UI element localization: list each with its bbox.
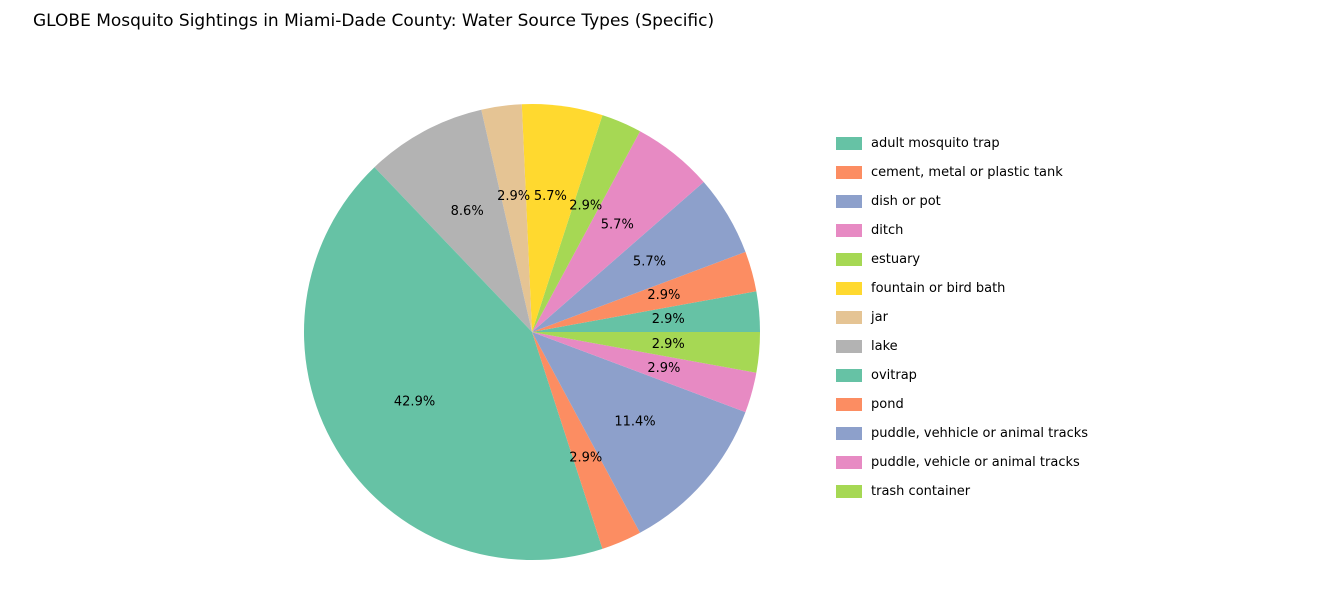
legend-item-pond: pond — [836, 390, 1088, 419]
pie-slices — [303, 104, 760, 561]
legend-swatch-jar — [836, 311, 862, 324]
legend-item-puddle-vehicle-or-animal-tracks: puddle, vehicle or animal tracks — [836, 448, 1088, 477]
legend-swatch-lake — [836, 340, 862, 353]
legend-label-jar: jar — [871, 310, 888, 325]
legend-item-lake: lake — [836, 332, 1088, 361]
pie-slice-lake — [374, 109, 532, 332]
chart-title: GLOBE Mosquito Sightings in Miami-Dade C… — [33, 11, 715, 31]
legend-item-puddle-vehhicle-or-animal-tracks: puddle, vehhicle or animal tracks — [836, 419, 1088, 448]
pie-slice-puddle-vehicle-or-animal-tracks — [532, 131, 704, 332]
pie-percent-label-estuary: 2.9% — [652, 337, 685, 352]
pie-percent-label-jar: 2.9% — [497, 189, 530, 204]
legend-swatch-dish-or-pot — [836, 195, 862, 208]
legend-swatch-pond — [836, 398, 862, 411]
legend-label-adult-mosquito-trap: adult mosquito trap — [871, 136, 1000, 151]
legend-swatch-estuary — [836, 253, 862, 266]
pie-slice-fountain-or-bird-bath — [521, 104, 603, 333]
pie-percent-label-trash-container: 2.9% — [569, 199, 602, 214]
pie-slice-puddle-vehhicle-or-animal-tracks — [532, 181, 746, 332]
pie-percent-label-cement-metal-or-plastic-tank: 2.9% — [569, 450, 602, 465]
legend-label-dish-or-pot: dish or pot — [871, 194, 941, 209]
pie-slice-trash-container — [532, 115, 641, 332]
legend: adult mosquito trap cement, metal or plas… — [836, 129, 1088, 506]
pie-percent-label-puddle-vehicle-or-animal-tracks: 5.7% — [601, 218, 634, 233]
legend-item-ditch: ditch — [836, 216, 1088, 245]
legend-label-puddle-vehhicle-or-animal-tracks: puddle, vehhicle or animal tracks — [871, 426, 1089, 441]
legend-label-estuary: estuary — [871, 252, 921, 267]
pie-percent-label-puddle-vehhicle-or-animal-tracks: 5.7% — [633, 254, 666, 269]
pie-percent-label-adult-mosquito-trap: 42.9% — [394, 395, 435, 410]
pie-slice-pond — [532, 251, 757, 332]
legend-swatch-adult-mosquito-trap — [836, 137, 862, 150]
pie-percent-label-ovitrap: 2.9% — [652, 312, 685, 327]
pie-slice-jar — [481, 104, 532, 332]
legend-label-cement-metal-or-plastic-tank: cement, metal or plastic tank — [871, 165, 1063, 180]
legend-swatch-ditch — [836, 224, 862, 237]
legend-item-estuary: estuary — [836, 245, 1088, 274]
pie-percent-label-lake: 8.6% — [451, 204, 484, 219]
pie-percent-label-ditch: 2.9% — [647, 361, 680, 376]
legend-label-pond: pond — [871, 397, 904, 412]
pie-slice-adult-mosquito-trap — [303, 167, 603, 561]
legend-swatch-cement-metal-or-plastic-tank — [836, 166, 862, 179]
legend-label-lake: lake — [871, 339, 898, 354]
pie-slice-estuary — [532, 332, 760, 373]
legend-item-jar: jar — [836, 303, 1088, 332]
pie-slice-ovitrap — [532, 291, 760, 332]
legend-label-puddle-vehicle-or-animal-tracks: puddle, vehicle or animal tracks — [871, 455, 1080, 470]
legend-label-trash-container: trash container — [871, 484, 971, 499]
legend-swatch-ovitrap — [836, 369, 862, 382]
legend-swatch-fountain-or-bird-bath — [836, 282, 862, 295]
legend-label-ovitrap: ovitrap — [871, 368, 917, 383]
pie-percent-labels: 2.9%2.9%5.7%5.7%2.9%5.7%2.9%8.6%42.9%2.9… — [394, 189, 685, 465]
legend-item-ovitrap: ovitrap — [836, 361, 1088, 390]
legend-item-dish-or-pot: dish or pot — [836, 187, 1088, 216]
pie-slice-ditch — [532, 332, 757, 413]
legend-item-fountain-or-bird-bath: fountain or bird bath — [836, 274, 1088, 303]
legend-label-fountain-or-bird-bath: fountain or bird bath — [871, 281, 1006, 296]
pie-slice-dish-or-pot — [532, 332, 746, 533]
legend-swatch-trash-container — [836, 485, 862, 498]
pie-percent-label-dish-or-pot: 11.4% — [614, 415, 655, 430]
pie-percent-label-fountain-or-bird-bath: 5.7% — [534, 189, 567, 204]
legend-swatch-puddle-vehicle-or-animal-tracks — [836, 456, 862, 469]
legend-item-adult-mosquito-trap: adult mosquito trap — [836, 129, 1088, 158]
legend-label-ditch: ditch — [871, 223, 904, 238]
legend-item-trash-container: trash container — [836, 477, 1088, 506]
legend-swatch-puddle-vehhicle-or-animal-tracks — [836, 427, 862, 440]
pie-slice-cement-metal-or-plastic-tank — [532, 332, 641, 549]
legend-item-cement-metal-or-plastic-tank: cement, metal or plastic tank — [836, 158, 1088, 187]
pie-percent-label-pond: 2.9% — [647, 288, 680, 303]
